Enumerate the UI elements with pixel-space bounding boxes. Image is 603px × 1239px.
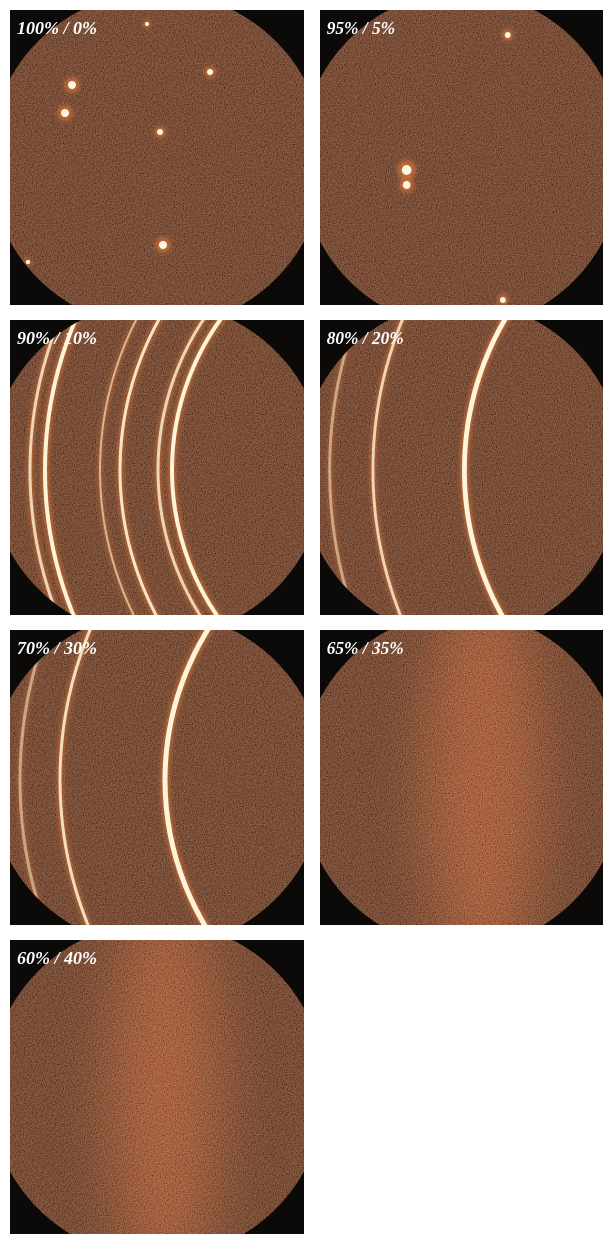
detector-disc xyxy=(10,940,304,1235)
spot xyxy=(61,109,69,117)
spot xyxy=(402,181,411,189)
spot xyxy=(68,81,76,89)
panel: 70% / 30% xyxy=(10,630,304,925)
spot xyxy=(207,69,213,75)
panel-label: 70% / 30% xyxy=(17,638,97,658)
detector-disc xyxy=(320,630,603,925)
spot xyxy=(504,32,511,38)
panel-label: 95% / 5% xyxy=(327,18,395,38)
noise xyxy=(320,10,603,305)
detector-disc xyxy=(320,320,603,615)
panel: 60% / 40% xyxy=(10,940,304,1235)
detector-disc xyxy=(10,630,304,925)
ring xyxy=(461,320,603,615)
detector-disc xyxy=(10,10,304,305)
panel-label: 65% / 35% xyxy=(327,638,404,658)
panel: 95% / 5% xyxy=(320,10,603,305)
ring xyxy=(18,630,304,925)
detector-disc xyxy=(320,10,603,305)
ring xyxy=(118,320,304,615)
panel: 65% / 35% xyxy=(320,630,603,925)
ring xyxy=(156,320,304,615)
ring xyxy=(43,320,304,615)
noise xyxy=(10,630,304,925)
noise xyxy=(10,940,304,1235)
ring xyxy=(328,320,603,615)
spot xyxy=(500,297,506,303)
ring xyxy=(99,320,304,615)
panel-label: 80% / 20% xyxy=(327,328,404,348)
panel: 80% / 20% xyxy=(320,320,603,615)
panel-label: 60% / 40% xyxy=(17,948,97,968)
spot xyxy=(157,129,163,135)
ring xyxy=(28,320,304,615)
panel: 100% / 0% xyxy=(10,10,304,305)
noise xyxy=(320,630,603,925)
ring xyxy=(58,630,304,925)
spot xyxy=(145,22,149,26)
panel-label: 100% / 0% xyxy=(17,18,97,38)
spot xyxy=(159,241,167,249)
ring xyxy=(162,630,304,925)
ring xyxy=(170,320,304,615)
spot xyxy=(401,165,412,175)
ring xyxy=(371,320,603,615)
panel-label: 90% / 10% xyxy=(17,328,97,348)
detector-disc xyxy=(10,320,304,615)
panel: 90% / 10% xyxy=(10,320,304,615)
noise xyxy=(10,10,304,305)
spot xyxy=(26,260,30,264)
